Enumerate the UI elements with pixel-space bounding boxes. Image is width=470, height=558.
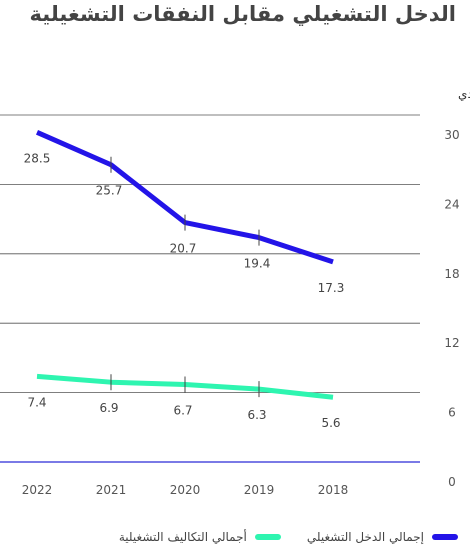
data-label: 20.7 — [170, 242, 197, 256]
x-axis-ticks: 2018 2019 2020 2021 2022 — [22, 483, 349, 497]
chart-title: الدخل التشغيلي مقابل النفقات التشغيلية — [29, 2, 456, 26]
legend-swatch-operating-income — [432, 534, 458, 540]
y-tick-label: 18 — [444, 267, 459, 281]
data-label: 17.3 — [318, 281, 345, 295]
legend-label-operating-costs: أجمالي التكاليف التشغيلية — [118, 530, 247, 544]
data-label: 19.4 — [244, 257, 271, 271]
y-tick-label: 12 — [444, 336, 459, 350]
y-tick-label: 30 — [444, 128, 459, 142]
chart-plot: مليار ريال سعودي 0 6 12 18 24 30 2018 2019 2020… — [0, 87, 470, 497]
y-axis-ticks: 0 6 12 18 24 30 — [444, 128, 459, 489]
series-lines — [35, 130, 334, 400]
x-tick-label: 2019 — [244, 483, 275, 497]
legend-item-operating-income: إجمالي الدخل التشغيلي — [307, 530, 458, 544]
data-labels: 17.3 19.4 20.7 25.7 28.5 5.6 6.3 6.7 6.9 7.4 — [24, 151, 345, 430]
y-tick-label: 6 — [448, 406, 456, 420]
y-axis-unit-label: مليار ريال سعودي — [458, 87, 470, 102]
x-tick-label: 2018 — [318, 483, 349, 497]
data-label: 7.4 — [27, 395, 46, 409]
legend-swatch-operating-costs — [254, 534, 281, 540]
x-tick-label: 2020 — [170, 483, 201, 497]
data-label: 25.7 — [96, 184, 123, 198]
data-label: 6.3 — [247, 408, 266, 422]
y-tick-label: 0 — [448, 475, 456, 489]
y-tick-label: 24 — [444, 197, 459, 211]
data-label: 6.7 — [173, 404, 192, 418]
legend: إجمالي الدخل التشغيلي أجمالي التكاليف ال… — [30, 530, 458, 544]
data-label: 6.9 — [99, 401, 118, 415]
x-tick-label: 2021 — [96, 483, 127, 497]
data-label: 5.6 — [321, 416, 340, 430]
gridlines — [0, 114, 420, 463]
legend-item-operating-costs: أجمالي التكاليف التشغيلية — [119, 530, 281, 544]
x-tick-label: 2022 — [22, 483, 53, 497]
data-label: 28.5 — [24, 151, 51, 165]
legend-label-operating-income: إجمالي الدخل التشغيلي — [306, 530, 424, 544]
